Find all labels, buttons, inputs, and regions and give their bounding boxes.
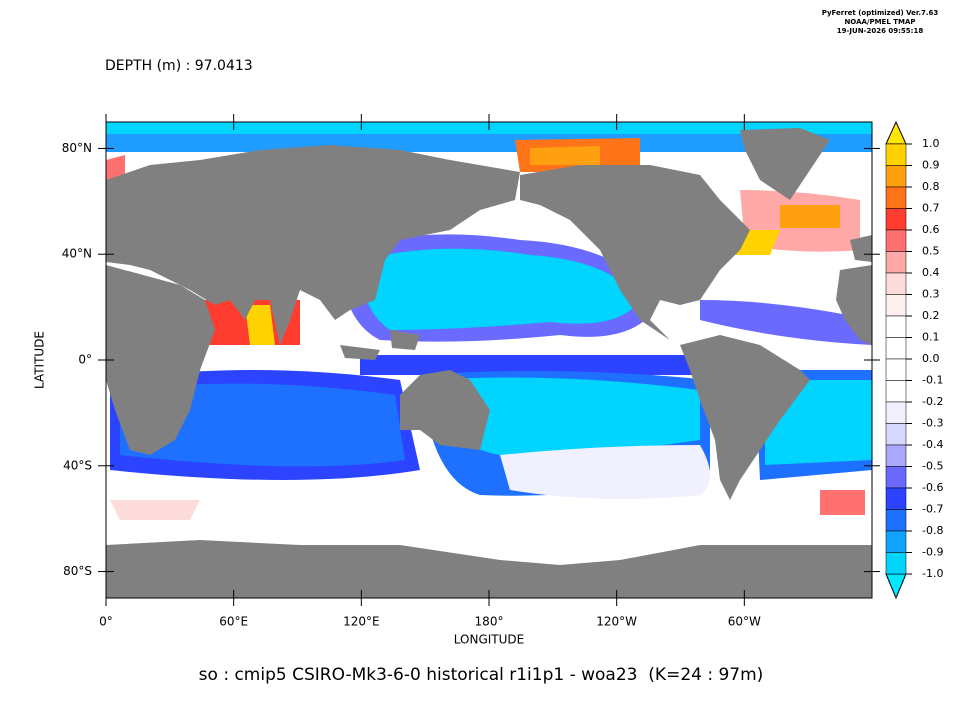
colorbar-bin bbox=[885, 229, 907, 252]
colorbar-label: 0.3 bbox=[922, 288, 940, 301]
colorbar-bin bbox=[885, 401, 907, 424]
x-tick-label: 120°E bbox=[343, 615, 380, 629]
blob bbox=[780, 205, 840, 228]
x-tick-label: 120°W bbox=[596, 615, 637, 629]
colorbar-label: 0.6 bbox=[922, 223, 940, 236]
caption: so : cmip5 CSIRO-Mk3-6-0 historical r1i1… bbox=[199, 665, 764, 685]
y-tick-label: 40°S bbox=[63, 458, 92, 472]
colorbar-bin bbox=[885, 315, 907, 338]
colorbar-bin bbox=[885, 251, 907, 274]
colorbar-label: 0.5 bbox=[922, 245, 940, 258]
colorbar-bin bbox=[885, 444, 907, 467]
depth-label: DEPTH (m) : 97.0413 bbox=[105, 58, 253, 74]
africa-west bbox=[836, 265, 872, 345]
colorbar-bin bbox=[885, 186, 907, 209]
x-tick-label: 180° bbox=[475, 615, 504, 629]
y-tick-label: 80°S bbox=[63, 564, 92, 578]
colorbar-label: 1.0 bbox=[922, 137, 940, 150]
x-tick-label: 60°E bbox=[219, 615, 248, 629]
north-america bbox=[520, 165, 750, 340]
colorbar-label: -0.7 bbox=[922, 503, 943, 516]
blob bbox=[500, 445, 710, 499]
colorbar-label: -0.3 bbox=[922, 417, 943, 430]
indonesia bbox=[340, 330, 420, 360]
iberia bbox=[850, 235, 872, 262]
colorbar-bin bbox=[885, 552, 907, 575]
africa bbox=[106, 265, 215, 455]
land-masses bbox=[106, 128, 872, 598]
colorbar-label: 0.8 bbox=[922, 180, 940, 193]
colorbar-label: 0.7 bbox=[922, 202, 940, 215]
colorbar-under bbox=[885, 573, 907, 600]
blob bbox=[820, 490, 865, 515]
y-tick-label: 0° bbox=[78, 353, 92, 367]
colorbar-label: -1.0 bbox=[922, 567, 943, 580]
colorbar-bin bbox=[885, 208, 907, 231]
colorbar-bin bbox=[885, 337, 907, 360]
eurasia bbox=[106, 145, 520, 345]
blob bbox=[360, 355, 700, 375]
y-tick-label: 80°N bbox=[62, 141, 92, 155]
colorbar-bin bbox=[885, 143, 907, 166]
timestamp: 19-JUN-2026 09:55:18 bbox=[837, 27, 924, 35]
colorbar-label: 0.2 bbox=[922, 309, 940, 322]
greenland bbox=[740, 128, 830, 200]
colorbar-label: -0.1 bbox=[922, 374, 943, 387]
software: PyFerret (optimized) Ver.7.63 bbox=[822, 9, 939, 17]
colorbar-label: -0.2 bbox=[922, 395, 943, 408]
blob bbox=[110, 500, 200, 520]
colorbar-bin bbox=[885, 165, 907, 188]
colorbar-bin bbox=[885, 509, 907, 532]
colorbar-bin bbox=[885, 423, 907, 446]
colorbar-bin bbox=[885, 294, 907, 317]
colorbar-bin bbox=[885, 358, 907, 381]
colorbar-over bbox=[885, 120, 907, 145]
colorbar-label: -0.8 bbox=[922, 524, 943, 537]
blob bbox=[245, 305, 275, 345]
colorbar-label: -0.9 bbox=[922, 546, 943, 559]
colorbar-label: -0.4 bbox=[922, 438, 943, 451]
colorbar-label: -0.5 bbox=[922, 460, 943, 473]
colorbar-bin bbox=[885, 380, 907, 403]
antarctica bbox=[106, 540, 872, 598]
colorbar-bin bbox=[885, 530, 907, 553]
y-axis-label: LATITUDE bbox=[33, 331, 47, 389]
y-tick-label: 40°N bbox=[62, 247, 92, 261]
org: NOAA/PMEL TMAP bbox=[844, 18, 915, 26]
colorbar-bin bbox=[885, 272, 907, 295]
blob bbox=[700, 300, 872, 345]
colorbar-bin bbox=[885, 466, 907, 489]
colorbar-label: -0.6 bbox=[922, 481, 943, 494]
x-tick-label: 60°W bbox=[728, 615, 761, 629]
colorbar-label: 0.1 bbox=[922, 331, 940, 344]
south-america bbox=[680, 335, 810, 500]
australia bbox=[400, 370, 490, 450]
blob bbox=[530, 146, 600, 165]
blob bbox=[430, 377, 700, 455]
colorbar-bin bbox=[885, 487, 907, 510]
colorbar-label: 0.4 bbox=[922, 266, 940, 279]
colorbar-label: 0.9 bbox=[922, 159, 940, 172]
blob bbox=[360, 248, 640, 330]
colorbar-label: 0.0 bbox=[922, 352, 940, 365]
x-tick-label: 0° bbox=[99, 615, 113, 629]
x-axis-label: LONGITUDE bbox=[454, 633, 524, 647]
